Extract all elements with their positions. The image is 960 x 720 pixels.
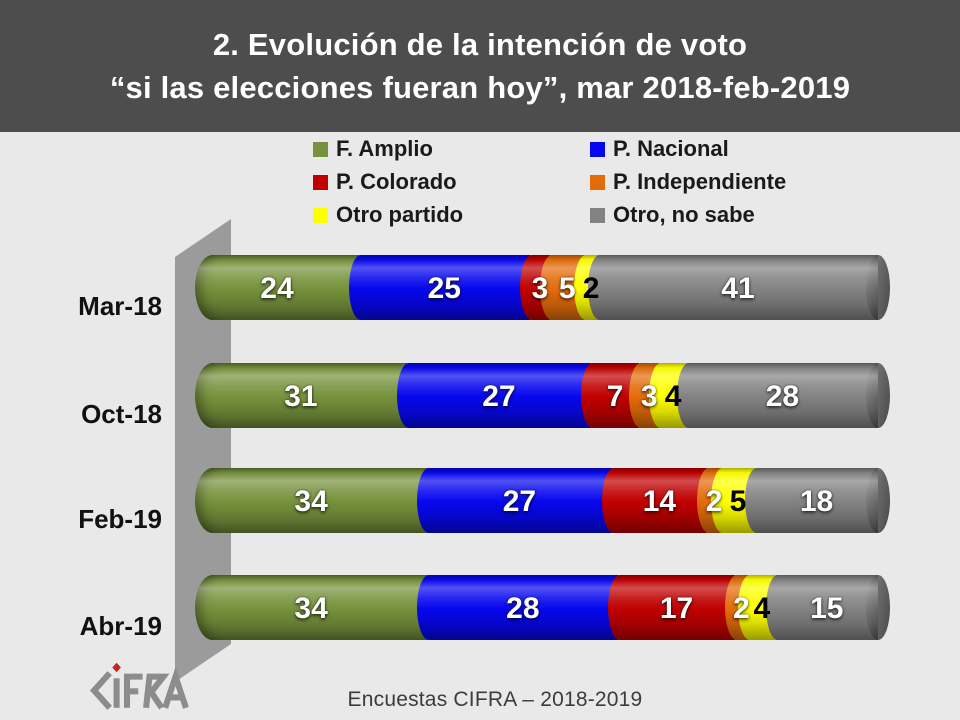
category-label: Oct-18 [81,399,162,429]
title-banner: 2. Evolución de la intención de voto “si… [0,0,960,132]
legend-item: Otro, no sabe [590,203,786,227]
bar-value-label: 2 [733,592,750,625]
logo-letter-f [123,673,143,708]
bar-segment [195,468,428,533]
bar-end-cap [866,255,890,320]
chart-legend: F. Amplio P. Nacional P. Colorado P. Indepe… [313,137,786,227]
bar-value-label: 24 [260,272,294,305]
slide-title-line2: “si las elecciones fueran hoy”, mar 2018… [109,70,851,105]
legend-label: Otro, no sabe [613,202,755,227]
bar-value-label: 15 [810,592,844,625]
bar-value-label: 28 [506,592,540,625]
bar-value-label: 3 [531,272,549,305]
bar-value-label: 2 [582,272,600,305]
bar-row: 31 27 7 3 4 28 [195,363,890,428]
bar-row: 34 28 17 2 4 15 [195,575,890,640]
category-label: Abr-19 [79,611,162,641]
bar-segment [417,468,612,533]
bar-segment [676,363,878,428]
bar-value-label: 2 [705,485,723,518]
bar-value-label: 34 [294,485,328,518]
legend-label: Otro partido [336,202,464,227]
bar-value-label: 28 [765,380,800,413]
bar-row: 24 25 3 5 2 41 [195,255,890,320]
bar-segment [608,575,735,640]
bar-value-label: 25 [427,272,461,305]
legend-item: P. Colorado [313,170,590,194]
legend-item: P. Independiente [590,170,786,194]
logo-letter-a [162,667,189,709]
cifra-logo [89,662,189,710]
legend-swatch-icon [313,207,328,223]
bar-value-label: 4 [753,592,771,625]
bar-segment [765,575,878,640]
bar-value-label: 27 [482,380,516,413]
bar-value-label: 5 [729,485,747,518]
legend-label: P. Colorado [336,169,457,194]
bar-segment [348,255,530,320]
legend-swatch-icon [313,141,328,157]
logo-red-diamond-icon [112,662,121,673]
bar-value-label: 17 [659,592,694,625]
bar-value-label: 3 [640,380,658,413]
bar-end-cap [866,363,890,428]
bar-value-label: 18 [799,485,834,518]
bar-value-label: 7 [606,380,624,413]
bar-segment [745,468,878,533]
category-label: Mar-18 [78,291,162,321]
slide-title-line1: 2. Evolución de la intención de voto [212,27,748,62]
logo-letter-c [89,671,112,710]
legend-label: F. Amplio [336,136,433,161]
bar-end-cap [866,468,890,533]
legend-swatch-icon [590,207,605,223]
legend-item: P. Nacional [590,137,786,161]
logo-letter-r [143,673,170,710]
bar-value-label: 41 [721,272,755,305]
bar-segment [417,575,619,640]
footer-caption: Encuestas CIFRA – 2018-2019 [347,688,643,711]
bar-segment [195,575,428,640]
bar-value-label: 14 [642,485,677,518]
legend-label: P. Independiente [613,169,787,194]
bar-value-label: 4 [664,380,682,413]
bar-row: 34 27 14 2 5 18 [195,468,890,533]
bar-segment [601,468,708,533]
bar-value-label: 31 [284,380,318,413]
legend-label: P. Nacional [613,136,729,161]
bar-value-label: 34 [294,592,328,625]
legend-item: F. Amplio [313,137,590,161]
bar-value-label: 27 [502,485,537,518]
legend-swatch-icon [313,174,328,190]
legend-swatch-icon [590,174,605,190]
bar-value-label: 5 [558,272,576,305]
bar-segment [587,255,878,320]
legend-item: Otro partido [313,203,590,227]
bar-end-cap [866,575,890,640]
category-label: Feb-19 [78,504,162,534]
bar-segment [396,363,592,428]
legend-swatch-icon [590,141,605,157]
